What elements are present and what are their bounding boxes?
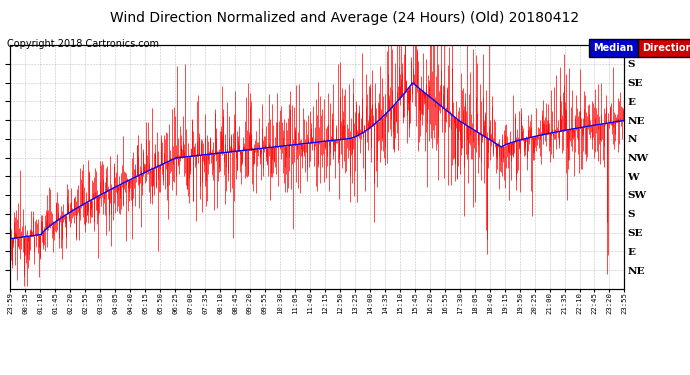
Text: Median: Median [593,44,633,53]
Text: Direction: Direction [642,44,690,53]
Text: Copyright 2018 Cartronics.com: Copyright 2018 Cartronics.com [7,39,159,50]
Text: Wind Direction Normalized and Average (24 Hours) (Old) 20180412: Wind Direction Normalized and Average (2… [110,11,580,25]
